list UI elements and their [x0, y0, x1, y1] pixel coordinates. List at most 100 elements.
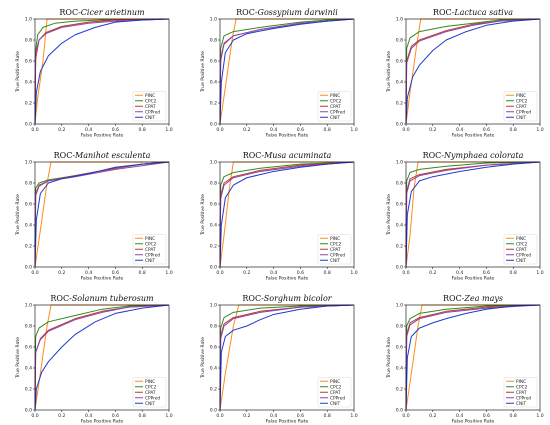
- panel-title: ROC-Solanum tuberosum: [50, 294, 154, 303]
- y-tick-label: 0.6: [25, 345, 32, 351]
- x-tick-label: 0.8: [510, 413, 517, 419]
- legend-entry: CPPred: [145, 109, 160, 115]
- x-axis-label: False Positive Rate: [452, 133, 495, 139]
- roc-curve-cppred: [405, 304, 541, 411]
- x-tick-label: 1.0: [350, 270, 357, 276]
- x-tick-label: 1.0: [536, 270, 543, 276]
- title-prefix: ROC-: [443, 294, 465, 303]
- roc-curve-cpc2: [219, 161, 355, 268]
- y-tick-label: 0.8: [25, 181, 32, 187]
- x-tick-label: 0.4: [456, 127, 463, 133]
- x-tick-label: 0.8: [139, 270, 146, 276]
- roc-curve-cnit: [219, 161, 355, 268]
- legend-entry: PINC: [330, 379, 340, 385]
- y-tick-label: 0.4: [25, 366, 32, 372]
- legend-entry: CNIT: [145, 258, 155, 264]
- x-tick-label: 0.8: [139, 127, 146, 133]
- y-axis-label: True Positive Rate: [15, 194, 21, 236]
- x-tick-label: 0.2: [243, 270, 250, 276]
- legend-box: [503, 234, 538, 265]
- y-tick-label: 0.0: [25, 408, 32, 414]
- x-tick-label: 0.8: [510, 270, 517, 276]
- title-species: Nymphaea colorata: [443, 151, 524, 160]
- y-tick-label: 1.0: [210, 303, 217, 309]
- panel-title: ROC-Cicer arietinum: [59, 8, 145, 17]
- y-tick-label: 0.0: [25, 265, 32, 271]
- roc-panel-4: ROC-Manihot esculenta 0.0 0.2 0.4 0.6 0.8 1.0 0…: [15, 151, 173, 282]
- x-tick-label: 0.0: [402, 270, 409, 276]
- x-tick-label: 0.6: [483, 270, 490, 276]
- title-prefix: ROC-: [433, 8, 455, 17]
- title-prefix: ROC-: [242, 294, 264, 303]
- y-axis-label: True Positive Rate: [386, 51, 392, 93]
- y-tick-label: 0.6: [210, 59, 217, 65]
- y-tick-label: 1.0: [396, 160, 403, 166]
- legend-entry: CPC2: [145, 98, 157, 104]
- y-axis-label: True Positive Rate: [15, 337, 21, 379]
- legend-entry: CPPred: [516, 109, 531, 115]
- legend-entry: CPAT: [330, 104, 341, 110]
- y-tick-label: 0.2: [396, 101, 403, 107]
- y-tick-label: 0.8: [25, 324, 32, 330]
- y-axis-label: True Positive Rate: [15, 51, 21, 93]
- roc-curve-cnit: [34, 161, 170, 268]
- x-tick-label: 0.2: [243, 413, 250, 419]
- plot-frame: [34, 18, 170, 125]
- roc-panel-9: ROC-Zea mays 0.0 0.2 0.4 0.6 0.8 1.0 0.0 0.2 0.4 0…: [386, 294, 544, 425]
- roc-curve-cppred: [34, 161, 170, 268]
- title-species: Manihot esculenta: [74, 151, 151, 160]
- plot-frame: [34, 161, 170, 268]
- plot-frame: [405, 18, 541, 125]
- x-tick-label: 0.4: [85, 413, 92, 419]
- legend-entry: CPPred: [145, 395, 160, 401]
- x-tick-label: 0.8: [324, 270, 331, 276]
- roc-curve-cppred: [34, 18, 170, 125]
- x-tick-label: 0.8: [510, 127, 517, 133]
- panel-title: ROC-Nymphaea colorata: [423, 151, 524, 160]
- legend-entry: CNIT: [145, 115, 155, 121]
- legend-box: [317, 234, 352, 265]
- x-tick-label: 0.2: [58, 270, 65, 276]
- y-tick-label: 0.4: [210, 223, 217, 229]
- legend-entry: CPAT: [145, 247, 156, 253]
- y-tick-label: 0.0: [210, 408, 217, 414]
- x-tick-label: 0.6: [297, 127, 304, 133]
- x-tick-label: 0.2: [58, 413, 65, 419]
- y-tick-label: 0.2: [25, 387, 32, 393]
- y-tick-label: 0.8: [396, 38, 403, 44]
- roc-curve-cnit: [34, 304, 170, 411]
- x-tick-label: 1.0: [536, 413, 543, 419]
- x-tick-label: 1.0: [165, 270, 172, 276]
- y-tick-label: 0.8: [210, 181, 217, 187]
- legend-entry: CNIT: [330, 115, 340, 121]
- legend-entry: CPPred: [330, 395, 345, 401]
- x-tick-label: 0.6: [483, 413, 490, 419]
- title-species: Cicer arietinum: [81, 8, 145, 17]
- legend-box: [132, 91, 167, 122]
- legend-entry: CPAT: [516, 104, 527, 110]
- x-tick-label: 0.0: [31, 413, 38, 419]
- y-tick-label: 0.6: [25, 59, 32, 65]
- x-tick-label: 0.6: [112, 270, 119, 276]
- y-tick-label: 0.6: [210, 202, 217, 208]
- roc-curve-cnit: [219, 18, 355, 125]
- y-tick-label: 0.8: [210, 38, 217, 44]
- x-tick-label: 0.4: [270, 270, 277, 276]
- y-tick-label: 0.6: [25, 202, 32, 208]
- title-species: Lactuca sativa: [453, 8, 513, 17]
- roc-curve-cnit: [405, 18, 541, 125]
- x-tick-label: 0.2: [58, 127, 65, 133]
- legend-entry: CPPred: [145, 252, 160, 258]
- panel-title: ROC-Manihot esculenta: [54, 151, 151, 160]
- legend-box: [132, 377, 167, 408]
- legend-entry: CPC2: [330, 241, 342, 247]
- roc-curve-cpc2: [219, 304, 355, 411]
- y-tick-label: 0.8: [396, 181, 403, 187]
- title-species: Zea mays: [463, 294, 503, 303]
- y-tick-label: 0.8: [25, 38, 32, 44]
